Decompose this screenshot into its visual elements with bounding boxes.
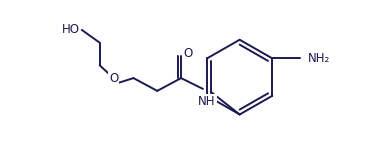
- Text: NH₂: NH₂: [308, 52, 330, 65]
- Text: O: O: [109, 72, 118, 85]
- Text: HO: HO: [62, 23, 80, 36]
- Text: NH: NH: [198, 95, 216, 108]
- Text: O: O: [183, 47, 193, 60]
